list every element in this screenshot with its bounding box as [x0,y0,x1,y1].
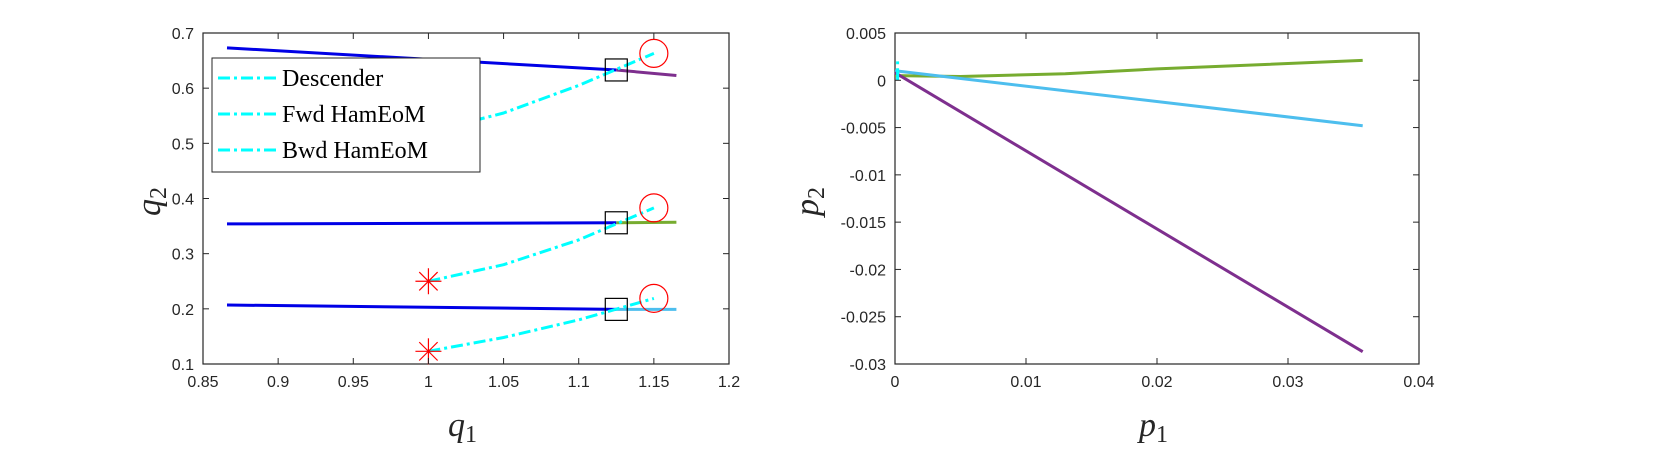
left-series-line-blue-solid [226,221,617,226]
right-y-tick-label: -0.01 [850,168,887,185]
right-y-axis-label: p2 [789,187,830,218]
left-x-axis-label: q1 [448,407,477,448]
right-plot: 0 0.01 0.02 0.03 0.04 -0.03 -0.025 -0.02 -0.015 -… [789,26,1435,448]
star-marker [415,268,442,295]
left-plot: 0.85 0.9 0.95 1 1.05 1.1 1.15 1.2 0.1 0.2 0.3 0.4 0.… [131,26,740,448]
left-y-tick-label: 0.7 [172,26,194,43]
left-series-line-cyan-dashdot [428,52,655,134]
circle-marker [639,38,669,69]
left-y-tick-label: 0.4 [172,192,194,209]
left-x-tick-label: 1.15 [638,374,669,391]
square-marker [604,211,628,235]
left-x-tick-label: 0.95 [338,374,369,391]
right-x-tick-label: 0.01 [1010,374,1041,391]
legend: Descender Fwd HamEoM Bwd HamEoM [211,57,481,173]
left-series-line-blue-solid [226,303,617,311]
left-x-tick-label: 0.9 [267,374,289,391]
right-y-tick-label: -0.025 [841,310,886,327]
right-y-tick-label: -0.02 [850,262,887,279]
left-series-line-green-solid [616,220,677,225]
left-x-tick-label: 1.05 [488,374,519,391]
right-x-tick-label: 0.02 [1141,374,1172,391]
right-y-tick-label: -0.03 [850,357,887,374]
square-marker [604,58,628,82]
left-y-axis-label: q2 [131,187,172,216]
circle-marker [639,283,669,313]
right-plot-frame [894,32,1420,365]
legend-entry-label: Descender [282,66,383,92]
right-series-line-lightblue [894,69,1363,128]
left-y-tick-label: 0.5 [172,136,194,153]
right-x-tick-label: 0 [891,374,900,391]
left-x-tick-label: 1.2 [718,374,740,391]
left-series-line-cyan-dashdot [428,206,655,283]
legend-entry-label: Fwd HamEoM [282,102,425,128]
right-series-line-purple [894,71,1364,353]
legend-box [211,57,481,173]
right-y-tick-label: -0.005 [841,121,886,138]
right-x-tick-label: 0.04 [1403,374,1434,391]
square-marker [604,297,628,321]
legend-entry-label: Bwd HamEoM [282,138,428,164]
right-y-tick-label: -0.015 [841,215,886,232]
right-y-tick-label: 0 [877,73,886,90]
left-y-tick-label: 0.1 [172,357,194,374]
right-y-tick-label: 0.005 [846,26,886,43]
left-series-line-purple-solid [616,68,677,77]
left-y-tick-label: 0.2 [172,302,194,319]
left-y-tick-label: 0.6 [172,81,194,98]
left-y-tick-label: 0.3 [172,247,194,264]
circle-marker [639,193,669,223]
right-x-tick-label: 0.03 [1272,374,1303,391]
right-x-axis-label: p1 [1137,407,1168,448]
left-x-tick-label: 0.85 [187,374,218,391]
left-x-tick-label: 1.1 [568,374,590,391]
left-series-line-cyan-dashdot [428,296,655,353]
left-x-tick-label: 1 [424,374,433,391]
